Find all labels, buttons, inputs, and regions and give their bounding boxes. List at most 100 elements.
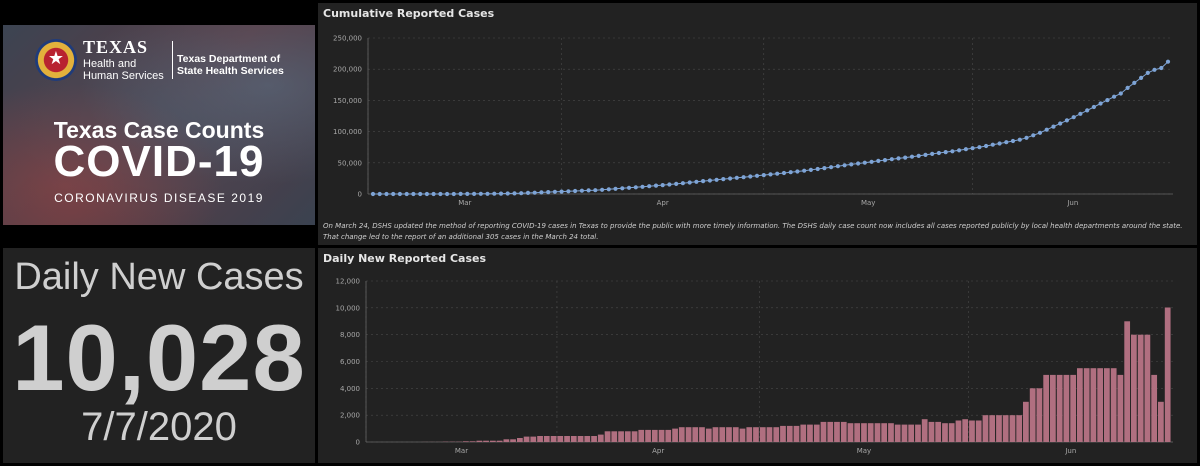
daily-bar bbox=[591, 436, 597, 442]
cumulative-point bbox=[1044, 127, 1049, 132]
daily-bar bbox=[915, 424, 921, 442]
daily-bar bbox=[1083, 368, 1090, 442]
cumulative-point bbox=[559, 189, 564, 194]
daily-bar bbox=[1029, 388, 1036, 442]
daily-bar bbox=[881, 423, 888, 442]
daily-bar bbox=[604, 431, 611, 442]
cumulative-point bbox=[781, 170, 787, 176]
daily-bar bbox=[658, 429, 665, 442]
daily-bar bbox=[597, 434, 604, 442]
cumulative-point bbox=[1152, 67, 1157, 72]
cumulative-point bbox=[721, 177, 726, 182]
cumulative-point bbox=[728, 176, 733, 181]
y-tick-label: 0 bbox=[358, 191, 362, 199]
daily-bar-chart[interactable]: 0 2,000 4,000 6,000 8,000 10,000 12,000 Mar Apr M… bbox=[318, 248, 1197, 463]
daily-bar bbox=[699, 427, 705, 442]
cumulative-point bbox=[775, 171, 780, 176]
daily-bar bbox=[611, 431, 618, 442]
daily-bar bbox=[705, 428, 712, 442]
cumulative-point bbox=[977, 145, 982, 150]
x-tick-label: May bbox=[861, 199, 875, 207]
daily-chart-panel: Daily New Reported Cases 0 2,000 4,000 6,00… bbox=[318, 248, 1197, 463]
daily-bar bbox=[827, 421, 834, 442]
daily-bar bbox=[543, 436, 550, 442]
cumulative-point bbox=[653, 183, 659, 188]
daily-bar bbox=[1050, 374, 1056, 442]
daily-bar bbox=[577, 436, 584, 442]
cumulative-point bbox=[862, 160, 867, 165]
y-tick-label: 100,000 bbox=[333, 128, 362, 136]
cumulative-point bbox=[1112, 94, 1117, 99]
x-tick-label: Jun bbox=[1064, 447, 1076, 455]
daily-bar bbox=[874, 423, 881, 442]
cumulative-point bbox=[640, 184, 645, 189]
cumulative-point bbox=[1010, 138, 1016, 144]
cumulative-point bbox=[620, 186, 625, 191]
y-tick-label: 50,000 bbox=[338, 159, 363, 167]
cumulative-chart-title: Cumulative Reported Cases bbox=[323, 7, 495, 20]
daily-bar bbox=[989, 415, 996, 442]
daily-bar bbox=[483, 440, 489, 442]
cumulative-point bbox=[1051, 124, 1056, 129]
daily-bar bbox=[1158, 401, 1164, 443]
cumulative-point bbox=[485, 191, 490, 196]
cumulative-point bbox=[876, 158, 881, 163]
daily-bar bbox=[1070, 374, 1077, 442]
dshs-name: Texas Department of State Health Service… bbox=[177, 53, 284, 77]
daily-bar bbox=[773, 427, 780, 442]
cumulative-point bbox=[424, 191, 429, 197]
daily-bar bbox=[840, 421, 847, 442]
daily-bar bbox=[1009, 415, 1016, 442]
cumulative-point bbox=[990, 142, 995, 147]
daily-bar bbox=[490, 440, 496, 442]
cumulative-point bbox=[593, 188, 598, 193]
cumulative-point bbox=[1159, 65, 1164, 71]
daily-bar bbox=[1056, 374, 1063, 442]
daily-bar bbox=[570, 436, 577, 442]
cumulative-point bbox=[1165, 59, 1171, 64]
daily-bar bbox=[463, 441, 469, 442]
daily-bar bbox=[800, 424, 807, 442]
cumulative-point bbox=[984, 143, 989, 149]
cumulative-point bbox=[525, 190, 531, 195]
cumulative-point bbox=[384, 191, 389, 197]
daily-bar bbox=[1124, 321, 1131, 443]
daily-bar bbox=[1164, 307, 1171, 442]
y-tick-label: 2,000 bbox=[340, 412, 360, 420]
cumulative-point bbox=[1017, 137, 1022, 142]
cumulative-chart[interactable]: 0 50,000 100,000 150,000 200,000 250,000 Mar Ap… bbox=[318, 3, 1197, 219]
daily-bar bbox=[1077, 368, 1083, 442]
cumulative-point bbox=[391, 191, 396, 197]
cumulative-point bbox=[431, 191, 436, 197]
cumulative-point bbox=[734, 175, 739, 180]
cumulative-point bbox=[923, 152, 928, 157]
cumulative-point bbox=[882, 158, 888, 163]
daily-bar bbox=[523, 436, 530, 442]
y-tick-label: 200,000 bbox=[333, 66, 362, 74]
daily-bar bbox=[813, 424, 820, 442]
daily-chart-title: Daily New Reported Cases bbox=[323, 252, 487, 265]
daily-bar bbox=[834, 421, 840, 442]
cumulative-point bbox=[1132, 80, 1137, 85]
cumulative-point bbox=[829, 165, 834, 170]
y-tick-label: 6,000 bbox=[340, 358, 360, 366]
daily-bar bbox=[1131, 334, 1137, 442]
org-name: TEXAS bbox=[83, 37, 149, 57]
daily-new-cases-panel: Daily New Cases 10,028 7/7/2020 bbox=[3, 248, 315, 463]
daily-bar bbox=[726, 427, 732, 442]
daily-bar bbox=[1104, 368, 1110, 442]
daily-bar bbox=[928, 421, 935, 442]
cumulative-point bbox=[1024, 135, 1029, 140]
cumulative-point bbox=[869, 159, 874, 164]
cumulative-point bbox=[532, 190, 537, 195]
daily-bar bbox=[766, 427, 773, 442]
cumulative-point bbox=[478, 191, 483, 196]
cumulative-point bbox=[795, 169, 800, 174]
cumulative-point bbox=[1085, 108, 1090, 113]
daily-bar bbox=[861, 423, 867, 442]
logo-divider bbox=[172, 41, 173, 79]
daily-bar bbox=[948, 423, 955, 442]
cumulative-point bbox=[950, 149, 955, 154]
cumulative-point bbox=[808, 167, 813, 172]
cumulative-point bbox=[903, 155, 908, 160]
